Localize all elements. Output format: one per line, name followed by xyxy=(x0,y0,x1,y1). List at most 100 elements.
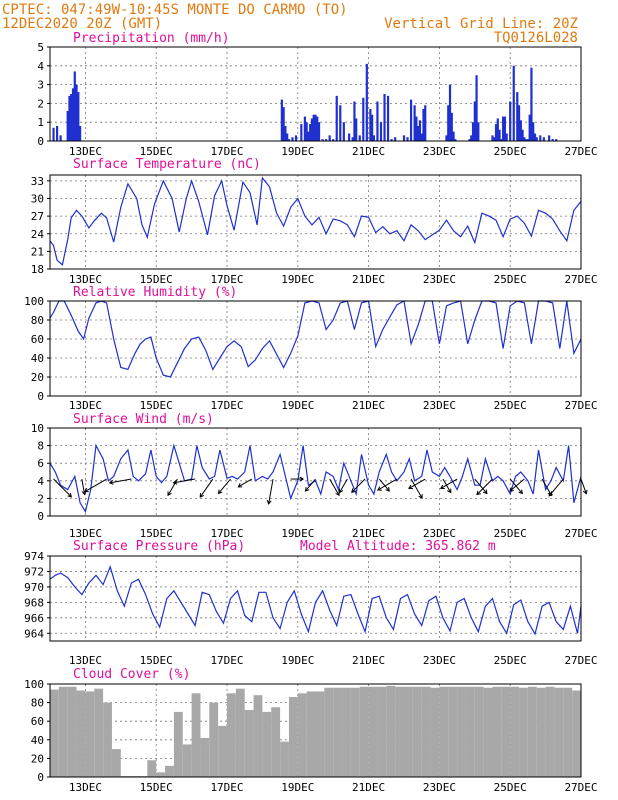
precip-bar xyxy=(369,109,372,141)
wind-arrow-head xyxy=(167,491,172,497)
precip-bar xyxy=(422,109,425,141)
rh-ytick-label: 20 xyxy=(31,371,44,384)
panel-rh: Relative Humidity (%) 0 20 40 60 80 100 13DEC 15… xyxy=(24,285,597,412)
wind-arrow xyxy=(304,478,316,492)
wind-arrow-shaft xyxy=(238,478,253,488)
precip-bar xyxy=(424,105,427,141)
panel-cloud: Cloud Cover (%) 0 20 40 60 80 100 13DEC 15DEC 17D… xyxy=(24,667,597,794)
header-datetime: 12DEC2020 20Z (GMT) xyxy=(2,16,162,32)
precip-bar xyxy=(307,131,310,141)
panel-pres: Surface Pressure (hPa) Model Altitude: 36… xyxy=(24,539,597,667)
precip-bar xyxy=(339,105,342,141)
temp-series-line xyxy=(49,176,582,267)
precip-bar xyxy=(328,135,331,141)
wind-arrow xyxy=(580,478,588,495)
precip-bar xyxy=(321,139,324,141)
wind-arrow-head xyxy=(377,486,382,491)
rh-xtick-label: 17DEC xyxy=(210,399,243,412)
cloud-bar xyxy=(235,688,245,777)
wind-ytick-label: 4 xyxy=(37,475,44,488)
header-grid-line-note: Vertical Grid Line: 20Z xyxy=(384,16,578,32)
pres-xtick-label: 23DEC xyxy=(423,654,456,667)
precip-bar xyxy=(303,116,306,141)
precip-bar xyxy=(533,133,537,141)
precip-xtick-label: 19DEC xyxy=(281,145,314,158)
wind-arrow-head xyxy=(447,488,452,494)
precip-bar xyxy=(379,122,383,141)
cloud-bar xyxy=(94,688,104,777)
cloud-bar xyxy=(386,685,396,777)
precip-ytick-label: 0 xyxy=(37,135,44,148)
precip-xtick-label: 21DEC xyxy=(352,145,385,158)
cloud-bar xyxy=(58,686,68,777)
cloud-xtick-label: 21DEC xyxy=(352,781,385,794)
wind-ytick-label: 0 xyxy=(37,510,44,523)
rh-xtick-label: 23DEC xyxy=(423,399,456,412)
precip-bar xyxy=(420,133,423,141)
wind-arrow xyxy=(408,478,426,489)
wind-arrow xyxy=(83,478,107,493)
wind-arrow xyxy=(476,478,493,496)
precip-bar xyxy=(300,124,303,141)
precip-bar xyxy=(555,139,558,141)
precip-bar xyxy=(325,139,328,141)
temp-ytick-label: 18 xyxy=(31,263,44,276)
precip-bar xyxy=(452,131,455,141)
precip-bar xyxy=(383,94,386,141)
temp-xtick-label: 15DEC xyxy=(140,273,173,286)
wind-arrow xyxy=(339,478,348,494)
cloud-bar xyxy=(173,711,183,777)
cloud-bar xyxy=(165,765,174,777)
wind-arrow-head xyxy=(83,487,89,493)
precip-bar xyxy=(351,137,354,141)
wind-arrow xyxy=(172,478,196,485)
precip-bar xyxy=(496,118,499,141)
precip-bar xyxy=(447,105,450,141)
pres-xtick-label: 15DEC xyxy=(140,654,173,667)
cloud-bar xyxy=(156,772,166,777)
rh-ytick-label: 100 xyxy=(24,295,44,308)
precip-bar xyxy=(78,125,82,141)
precip-bar xyxy=(355,118,358,141)
wind-arrow xyxy=(474,478,488,495)
cloud-bar xyxy=(297,693,307,777)
precip-bar xyxy=(413,105,416,141)
cloud-ytick-label: 0 xyxy=(37,771,44,784)
precip-bar xyxy=(542,137,545,141)
wind-arrow-shaft xyxy=(167,478,178,496)
precip-bar xyxy=(314,114,317,141)
precip-xtick-label: 17DEC xyxy=(210,145,243,158)
wind-arrow-shaft xyxy=(474,478,488,494)
cloud-bar xyxy=(262,711,272,777)
temp-xtick-label: 19DEC xyxy=(281,273,314,286)
wind-arrow-head xyxy=(482,489,488,495)
wind-arrow-shaft xyxy=(268,478,274,504)
precip-bar xyxy=(500,139,503,141)
rh-ytick-label: 80 xyxy=(31,314,44,327)
cloud-bar xyxy=(359,686,369,777)
cloud-bar xyxy=(439,686,449,777)
wind-arrow-head xyxy=(67,492,73,498)
precip-xtick-label: 27DEC xyxy=(564,145,597,158)
cloud-bar xyxy=(103,702,112,777)
cloud-bar xyxy=(404,686,413,777)
precip-bar xyxy=(71,88,75,141)
wind-arrow-head xyxy=(509,487,514,492)
wind-arrow-head xyxy=(266,499,272,505)
wind-ytick-label: 8 xyxy=(37,440,44,453)
cloud-title: Cloud Cover (%) xyxy=(73,667,190,682)
precip-bar xyxy=(470,135,473,141)
precip-bar xyxy=(75,84,78,141)
precip-ytick-label: 3 xyxy=(37,79,44,92)
cloud-ytick-label: 100 xyxy=(24,678,44,691)
cloud-bar xyxy=(76,690,86,777)
wind-arrow xyxy=(548,478,564,497)
pres-title: Surface Pressure (hPa) xyxy=(73,539,245,554)
cloud-bar xyxy=(545,686,555,777)
wind-arrow-head xyxy=(408,484,413,489)
wind-xtick-label: 23DEC xyxy=(423,527,456,540)
panel-temp: Surface Temperature (nC) 18 21 24 27 30 33 13DE… xyxy=(31,157,598,286)
precip-bar xyxy=(310,118,314,141)
wind-arrow-head xyxy=(518,489,523,495)
header-location: CPTEC: 047:49W-10:45S MONTE DO CARMO (TO… xyxy=(2,2,348,18)
